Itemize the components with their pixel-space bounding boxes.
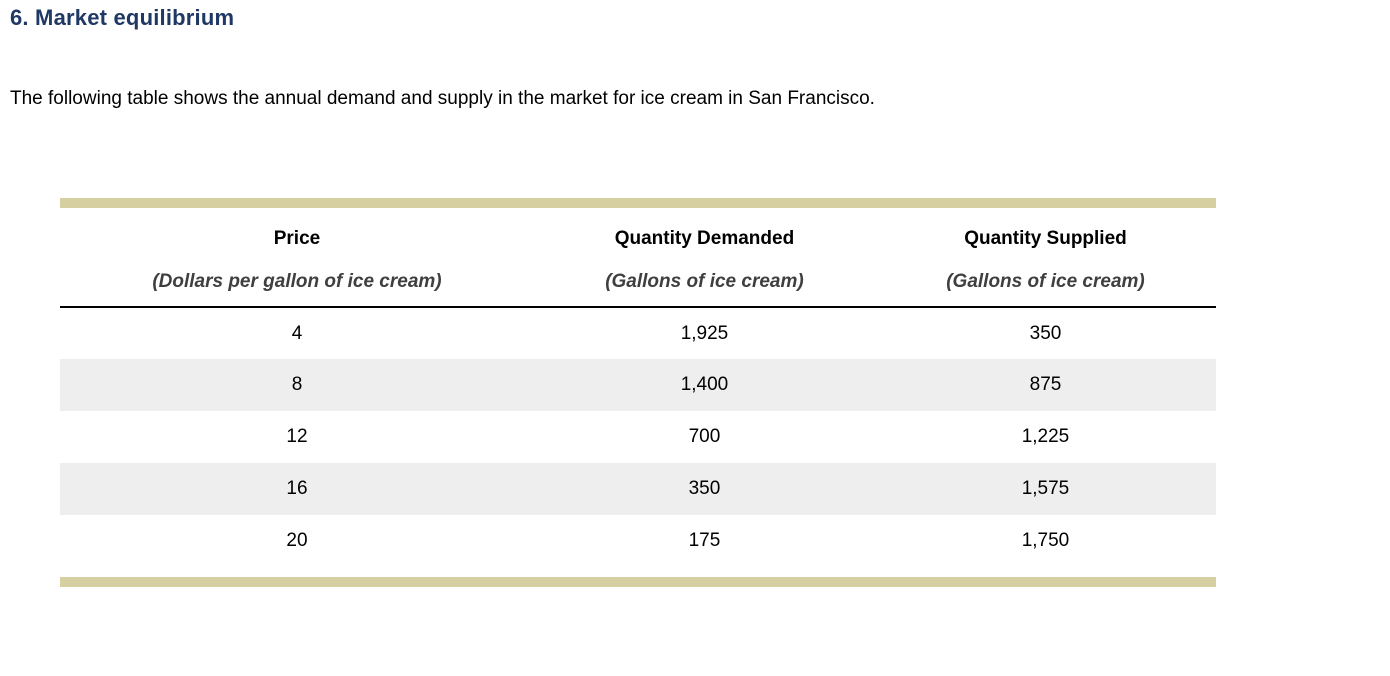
quantity-demanded-cell: 175 [688,530,721,551]
table-bottom-accent-bar [60,577,1216,587]
page-title: 6. Market equilibrium [10,5,235,30]
price-cell: 16 [286,478,308,499]
table-row: 12 700 1,225 [60,411,1216,463]
table-header-row: Price (Dollars per gallon of ice cream) … [60,208,1216,308]
quantity-supplied-cell: 1,225 [1021,426,1070,447]
quantity-supplied-header-label: Quantity Supplied [964,228,1127,249]
table-top-accent-bar [60,198,1216,208]
quantity-demanded-header-sublabel: (Gallons of ice cream) [605,271,804,292]
intro-text: The following table shows the annual dem… [10,88,875,109]
price-cell: 8 [291,374,303,395]
quantity-demanded-header-label: Quantity Demanded [614,228,795,249]
market-table-container: Price (Dollars per gallon of ice cream) … [60,198,1216,587]
quantity-supplied-cell: 1,750 [1021,530,1070,551]
price-header-label: Price [273,228,321,249]
price-cell: 20 [286,530,308,551]
price-header-sublabel: (Dollars per gallon of ice cream) [152,271,442,292]
column-header-price: Price (Dollars per gallon of ice cream) [60,208,534,308]
quantity-demanded-cell: 1,400 [680,374,729,395]
table-footer-spacer [60,567,1216,577]
quantity-supplied-header-sublabel: (Gallons of ice cream) [946,271,1145,292]
column-header-quantity-demanded: Quantity Demanded (Gallons of ice cream) [533,208,875,308]
table-row: 16 350 1,575 [60,463,1216,515]
price-cell: 4 [291,322,303,344]
demand-supply-table: Price (Dollars per gallon of ice cream) … [60,208,1216,567]
table-row: 8 1,400 875 [60,359,1216,411]
table-row: 20 175 1,750 [60,515,1216,567]
quantity-supplied-cell: 875 [1029,374,1062,395]
column-header-quantity-supplied: Quantity Supplied (Gallons of ice cream) [874,208,1216,308]
quantity-supplied-cell: 1,575 [1021,478,1070,499]
quantity-demanded-cell: 1,925 [680,322,729,344]
quantity-supplied-cell: 350 [1029,322,1062,344]
quantity-demanded-cell: 350 [688,478,721,499]
price-cell: 12 [286,426,308,447]
table-row: 4 1,925 350 [60,307,1216,359]
quantity-demanded-cell: 700 [688,426,721,447]
